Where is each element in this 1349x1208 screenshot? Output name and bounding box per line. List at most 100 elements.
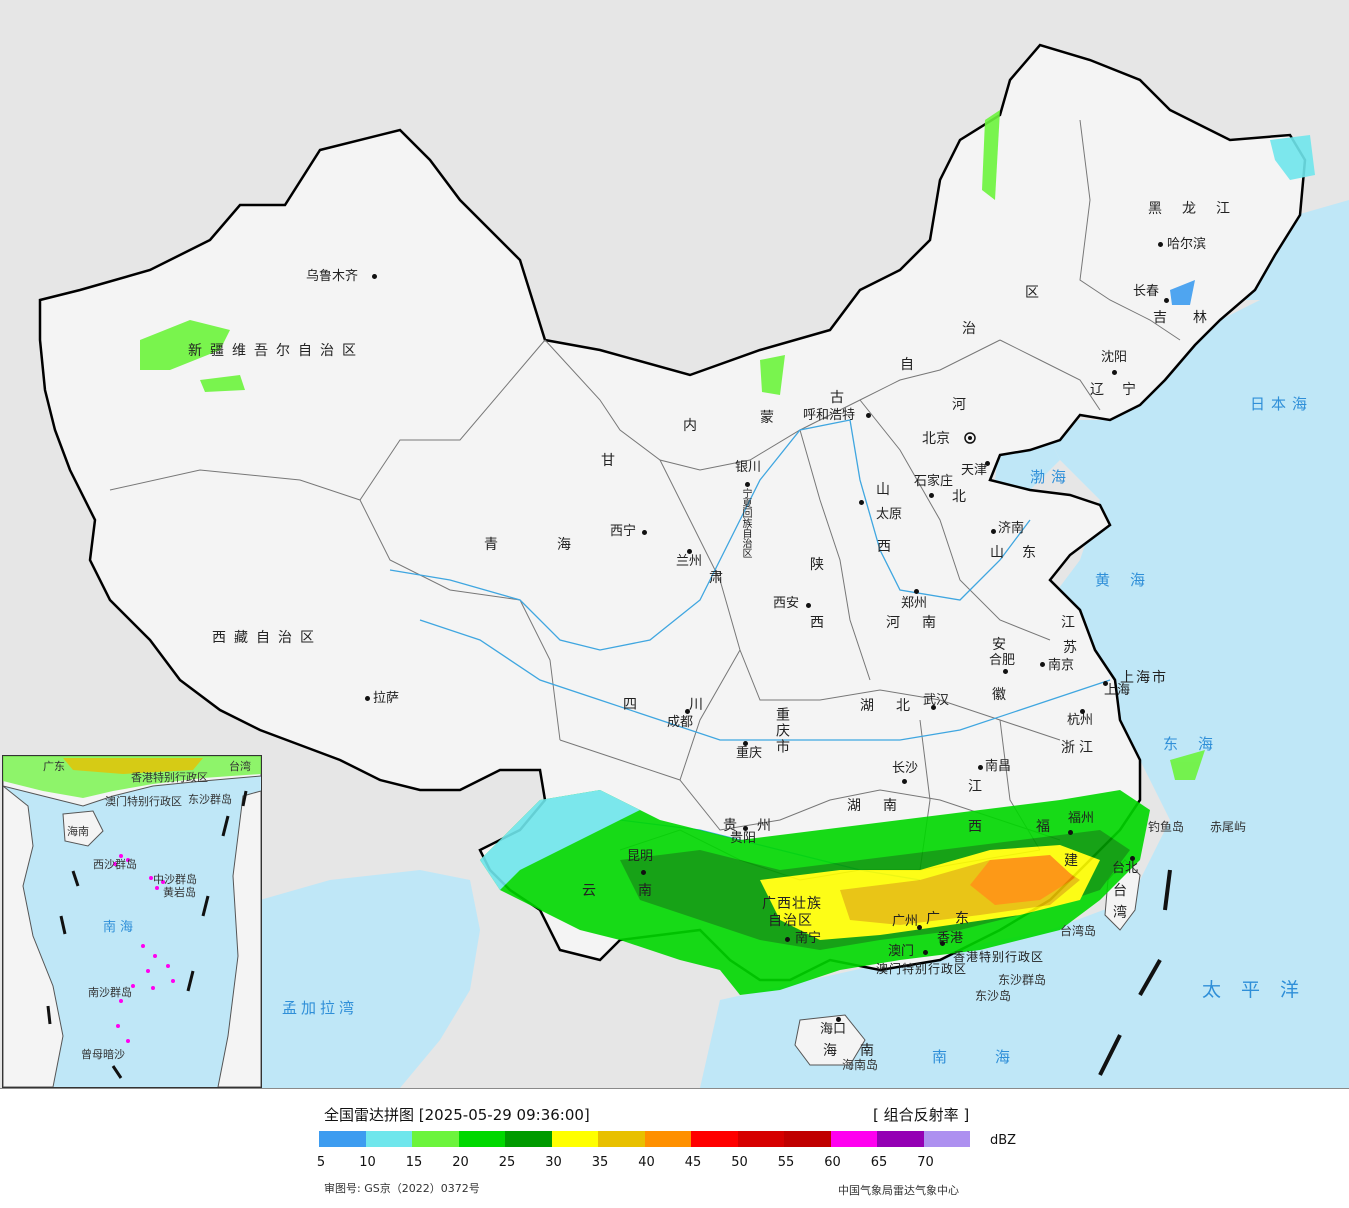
city-shenyang: 沈阳 — [1101, 350, 1128, 365]
legend-tick-label: 45 — [684, 1155, 702, 1170]
city-chongqing: 重庆 — [736, 746, 763, 761]
city-fuzhou: 福州 — [1068, 811, 1095, 826]
legend-tick-label: 20 — [452, 1155, 469, 1170]
legend-title: 全国雷达拼图 [2025-05-29 09:36:00] — [324, 1106, 590, 1124]
sea-east: 东海 — [1163, 735, 1234, 753]
review-number: 审图号: GS京（2022）0372号 — [324, 1182, 480, 1195]
province-shanghai: 上海市 — [1120, 670, 1168, 686]
province-hk-sar: 香港特别行政区 — [953, 950, 1045, 964]
province-fujian-b: 建 — [1064, 853, 1080, 869]
inset-macao: 澳门特别行政区 — [105, 795, 182, 808]
map-canvas — [38, 43, 1349, 1088]
city-yinchuan: 银川 — [735, 460, 762, 475]
city-changsha: 长沙 — [892, 761, 919, 776]
inset-zhongsha: 中沙群岛 — [153, 873, 197, 886]
city-urumqi: 乌鲁木齐 — [306, 269, 359, 284]
province-macao-sar: 澳门特别行政区 — [876, 962, 968, 976]
legend-tick-label: 35 — [591, 1155, 609, 1170]
legend-swatch — [551, 1131, 598, 1147]
city-beijing: 北京 — [922, 431, 950, 447]
province-guangdong-b: 东 — [955, 911, 971, 927]
province-anhui-a: 安 — [992, 637, 1008, 653]
city-hangzhou: 杭州 — [1067, 713, 1094, 728]
province-liaoning: 辽宁 — [1090, 382, 1154, 398]
province-shanxi-a: 山 — [876, 482, 892, 498]
legend-product: [ 组合反射率 ] — [873, 1106, 970, 1124]
city-chengdu: 成都 — [667, 715, 694, 730]
province-xizang: 西藏自治区 — [212, 630, 322, 646]
legend-tick-label: 70 — [917, 1155, 934, 1170]
city-macao: 澳门 — [888, 944, 915, 959]
city-shijiazhuang: 石家庄 — [914, 474, 954, 489]
sea-south: 南海 — [932, 1048, 1059, 1066]
province-jiangsu-a: 江 — [1061, 615, 1077, 631]
legend-swatch — [644, 1131, 691, 1147]
inset-east-coast — [217, 790, 261, 1087]
city-zhengzhou: 郑州 — [901, 596, 928, 611]
province-zhejiang: 浙江 — [1061, 740, 1097, 756]
legend-swatch — [691, 1131, 738, 1147]
inset-hk: 香港特别行政区 — [131, 771, 208, 784]
province-sichuan: 四川 — [623, 697, 755, 713]
producer-label: 中国气象局雷达气象中心 — [838, 1184, 959, 1197]
city-jinan: 济南 — [998, 521, 1025, 536]
province-guangdong-a: 广 — [926, 911, 942, 927]
province-jiangxi-b: 西 — [968, 819, 984, 835]
province-shandong: 山东 — [990, 545, 1054, 561]
city-hohhot: 呼和浩特 — [803, 408, 856, 423]
legend-swatch — [319, 1131, 366, 1147]
province-nmg-c: 古 — [830, 390, 846, 406]
city-tianjin: 天津 — [961, 463, 988, 478]
legend-tick-label: 30 — [545, 1155, 562, 1170]
legend-swatch — [505, 1131, 552, 1147]
sea-bengal: 孟加拉湾 — [282, 999, 359, 1017]
province-hainan-a: 海 — [823, 1043, 839, 1059]
bengal-sea-area — [260, 870, 480, 1088]
legend-tick-label: 15 — [405, 1155, 423, 1170]
province-jilin: 吉林 — [1153, 310, 1233, 326]
legend-swatch — [458, 1131, 505, 1147]
island-chiwei: 赤尾屿 — [1210, 820, 1247, 834]
inset-xisha: 西沙群岛 — [93, 858, 137, 871]
city-wuhan: 武汉 — [923, 693, 950, 708]
city-hefei: 合肥 — [989, 653, 1016, 668]
province-chongqing: 重庆市 — [774, 707, 790, 755]
province-taiwan-b: 湾 — [1113, 905, 1129, 921]
city-haikou: 海口 — [820, 1022, 847, 1037]
province-hainan-b: 南 — [860, 1043, 876, 1059]
city-nanjing: 南京 — [1048, 658, 1075, 673]
island-diaoyu: 钓鱼岛 — [1148, 820, 1185, 834]
province-borders — [109, 119, 1181, 881]
legend-unit: dBZ — [990, 1133, 1017, 1148]
inset-canvas — [3, 756, 261, 1087]
city-lhasa: 拉萨 — [373, 691, 400, 706]
city-guiyang: 贵阳 — [730, 831, 757, 846]
city-changchun: 长春 — [1133, 284, 1160, 299]
province-jiangxi-a: 江 — [968, 779, 984, 795]
inset-zengmu: 曾母暗沙 — [81, 1048, 125, 1061]
city-harbin: 哈尔滨 — [1167, 237, 1207, 252]
city-taibei: 台北 — [1112, 861, 1139, 876]
province-qinghai-b: 海 — [557, 537, 573, 553]
legend-swatch — [877, 1131, 924, 1147]
province-qinghai-a: 青 — [484, 537, 500, 553]
sea-yellow: 黄海 — [1095, 571, 1166, 589]
legend-swatch — [598, 1131, 645, 1147]
legend-tick-label: 65 — [870, 1155, 888, 1170]
province-guangxi-2: 自治区 — [768, 913, 813, 929]
city-taiyuan: 太原 — [876, 507, 903, 522]
china-territory — [38, 43, 1307, 982]
province-jiangsu-b: 苏 — [1063, 640, 1079, 656]
inset-guangdong: 广东 — [43, 760, 65, 773]
province-nmg-e: 治 — [962, 321, 978, 337]
inset-islands — [113, 854, 175, 1043]
legend-tick-label: 55 — [777, 1155, 795, 1170]
province-anhui-b: 徽 — [992, 687, 1008, 703]
sea-bohai: 渤海 — [1030, 468, 1073, 486]
legend-tick-label: 60 — [824, 1155, 841, 1170]
province-guizhou: 贵州 — [723, 818, 791, 834]
legend-tick-label: 10 — [359, 1155, 376, 1170]
province-taiwan-a: 台 — [1113, 883, 1129, 899]
sea-pacific: 太平洋 — [1202, 979, 1320, 1001]
province-henan: 河南 — [886, 615, 958, 631]
